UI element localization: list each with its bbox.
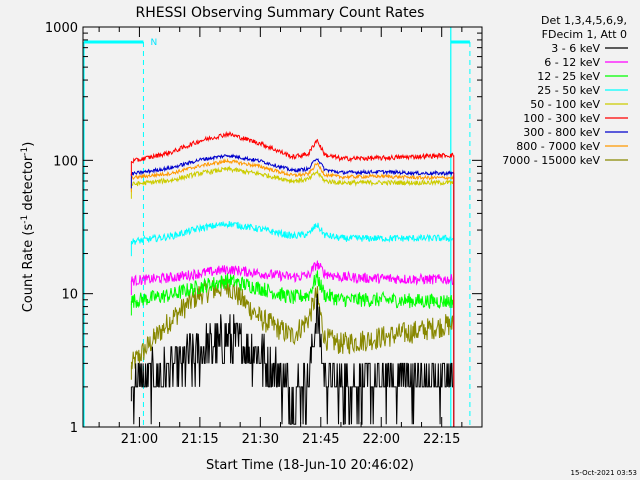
y-tick-label: 10 xyxy=(61,288,78,303)
legend-label-7: 300 - 800 keV xyxy=(523,126,600,139)
x-tick-label: 21:15 xyxy=(181,432,218,447)
series-line-7 xyxy=(131,153,455,177)
series-line-2 xyxy=(130,260,455,287)
x-axis-label: Start Time (18-Jun-10 20:46:02) xyxy=(206,458,414,473)
legend-label-3: 12 - 25 keV xyxy=(537,70,600,83)
legend-label-1: 3 - 6 keV xyxy=(551,42,600,55)
y-axis-label: Count Rate (s-1 detector-1) xyxy=(20,142,36,313)
x-tick-label: 21:00 xyxy=(121,432,158,447)
y-tick-label: 1000 xyxy=(45,21,78,36)
legend-header-line2: FDecim 1, Att 0 xyxy=(542,28,627,41)
timestamp: 15-Oct-2021 03:53 xyxy=(571,469,637,477)
plot-background-layer: N xyxy=(83,27,471,427)
flag-annotation: N xyxy=(150,38,157,48)
y-axis-label-part3: ) xyxy=(21,142,36,147)
x-tick-label: 21:45 xyxy=(302,432,339,447)
y-tick-label: 100 xyxy=(53,154,78,169)
series-line-8 xyxy=(130,158,455,181)
y-axis-label-part2: detector xyxy=(21,155,36,215)
x-tick-label: 22:15 xyxy=(423,432,460,447)
series-line-6 xyxy=(130,130,455,164)
axes-layer: 1 10 100 1000 21:00 21:15 21:30 21:45 22:00 22:15 xyxy=(45,21,482,447)
legend-label-6: 100 - 300 keV xyxy=(523,112,600,125)
y-tick-label: 1 xyxy=(70,421,78,436)
x-tick-label: 22:00 xyxy=(363,432,400,447)
legend-label-2: 6 - 12 keV xyxy=(544,56,600,69)
legend-header-line1: Det 1,3,4,5,6,9, xyxy=(541,14,627,27)
y-axis-label-part1: Count Rate (s xyxy=(21,224,36,313)
series-line-1 xyxy=(131,293,454,425)
series-line-3 xyxy=(130,270,455,310)
legend-label-4: 25 - 50 keV xyxy=(537,84,600,97)
series-layer xyxy=(130,130,455,427)
legend-label-5: 50 - 100 keV xyxy=(530,98,600,111)
legend-label-8: 800 - 7000 keV xyxy=(516,140,600,153)
series-line-9 xyxy=(130,276,455,370)
y-axis-label-sup1: -1 xyxy=(20,215,30,224)
chart-title: RHESSI Observing Summary Count Rates xyxy=(136,5,425,21)
series-line-5 xyxy=(130,165,454,187)
series-line-4 xyxy=(130,221,454,245)
legend: Det 1,3,4,5,6,9, FDecim 1, Att 0 3 - 6 k… xyxy=(502,14,628,167)
legend-label-9: 7000 - 15000 keV xyxy=(502,154,600,167)
x-tick-label: 21:30 xyxy=(242,432,279,447)
plot-frame xyxy=(82,26,483,428)
y-axis-label-sup2: -1 xyxy=(20,147,30,156)
